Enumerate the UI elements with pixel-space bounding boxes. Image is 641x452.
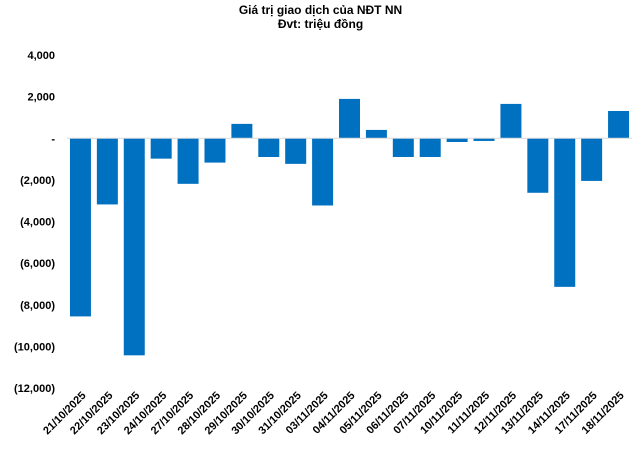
chart-title: Giá trị giao dịch của NĐT NN <box>238 3 403 17</box>
bar-06/11/2025 <box>392 138 414 157</box>
bar-07/11/2025 <box>419 138 441 157</box>
bar-17/11/2025 <box>581 138 603 181</box>
y-tick-label: (12,000) <box>14 383 55 395</box>
y-tick-label: (4,000) <box>20 217 55 229</box>
bar-24/10/2025 <box>150 138 172 159</box>
bar-18/11/2025 <box>608 110 630 139</box>
y-tick-label: (2,000) <box>20 175 55 187</box>
bar-21/10/2025 <box>69 138 91 317</box>
bar-12/11/2025 <box>500 103 522 139</box>
bar-11/11/2025 <box>473 138 495 141</box>
y-tick-label: 2,000 <box>27 92 55 104</box>
bar-13/11/2025 <box>527 138 549 193</box>
y-tick-label: - <box>51 133 55 145</box>
bar-04/11/2025 <box>339 98 360 139</box>
y-tick-label: (8,000) <box>20 300 55 312</box>
y-tick-label: (10,000) <box>14 341 55 353</box>
bar-28/10/2025 <box>204 138 226 163</box>
bar-10/11/2025 <box>446 138 468 142</box>
chart-subtitle: Đvt: triệu đồng <box>277 17 364 31</box>
bar-23/10/2025 <box>123 138 145 356</box>
bar-30/10/2025 <box>258 138 280 157</box>
bar-14/11/2025 <box>554 138 576 287</box>
bar-22/10/2025 <box>96 138 118 205</box>
bar-29/10/2025 <box>231 123 253 139</box>
y-tick-label: 4,000 <box>27 50 55 62</box>
bar-03/11/2025 <box>312 138 334 206</box>
y-tick-label: (6,000) <box>20 258 55 270</box>
bar-05/11/2025 <box>365 129 387 139</box>
bar-27/10/2025 <box>177 138 199 184</box>
bar-31/10/2025 <box>285 138 307 164</box>
